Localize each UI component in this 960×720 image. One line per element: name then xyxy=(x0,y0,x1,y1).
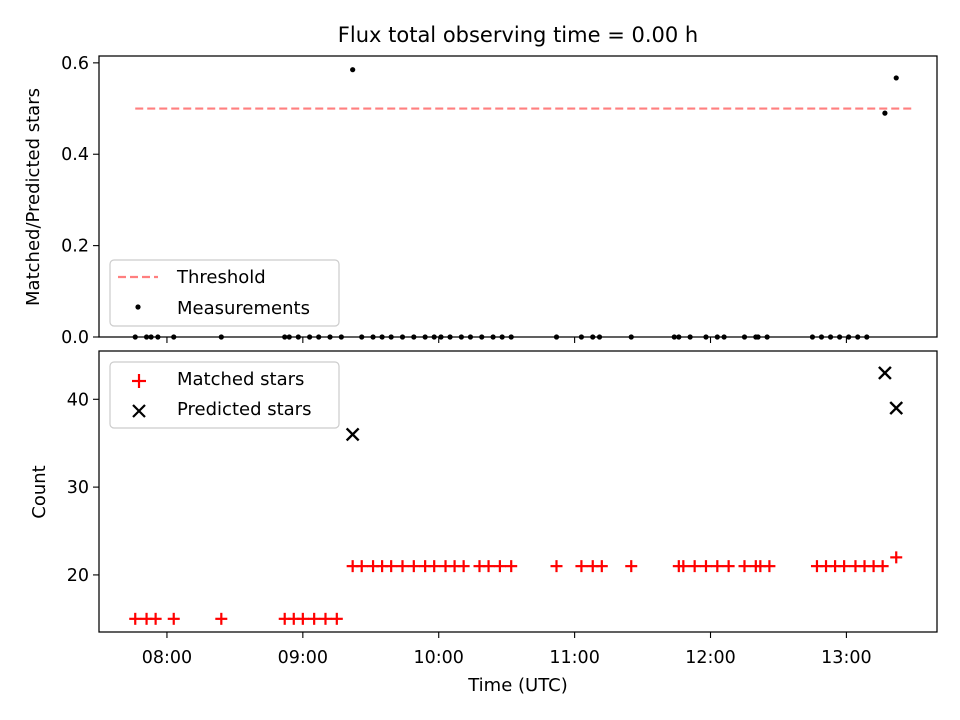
y-tick-label: 0.2 xyxy=(61,237,89,257)
x-tick-label: 11:00 xyxy=(549,648,599,668)
count-plot-frame xyxy=(98,350,938,633)
matched-stars-point xyxy=(595,560,608,573)
matched-legend-swatch xyxy=(132,374,146,388)
matched-stars-point xyxy=(330,612,343,625)
x-tick-label: 13:00 xyxy=(821,648,871,668)
y-tick-label: 0.0 xyxy=(61,328,89,348)
matched-stars-point xyxy=(738,560,751,573)
y-tick-label: 30 xyxy=(67,478,89,498)
matched-stars-point xyxy=(763,560,776,573)
matched-stars-point xyxy=(296,612,309,625)
x-axis-label: Time (UTC) xyxy=(467,675,568,696)
count-panel: 20 30 40 08:00 09:00 10:00 11:00 12:00 13:00 Co… xyxy=(29,350,938,696)
matched-stars-point xyxy=(677,560,690,573)
matched-stars-point xyxy=(428,560,441,573)
matched-stars-point xyxy=(699,560,712,573)
matched-stars-point xyxy=(215,612,228,625)
count-y-axis-label: Count xyxy=(29,465,50,518)
y-tick-label: 20 xyxy=(67,566,89,586)
measurements-point xyxy=(893,75,899,81)
ratio-y-axis-label: Matched/Predicted stars xyxy=(23,88,44,306)
x-tick-label: 12:00 xyxy=(685,648,735,668)
y-tick-label: 0.6 xyxy=(61,54,89,74)
ratio-y-axis: 0.0 0.2 0.4 0.6 xyxy=(61,54,99,348)
count-x-axis: 08:00 09:00 10:00 11:00 12:00 13:00 xyxy=(142,632,872,668)
matched-stars-point xyxy=(355,560,368,573)
count-legend: Matched stars Predicted stars xyxy=(109,361,340,429)
matched-stars-point xyxy=(385,560,398,573)
measurements-point xyxy=(882,110,888,116)
matched-stars-point xyxy=(129,612,142,625)
matched-stars-point xyxy=(711,560,724,573)
x-tick-label: 09:00 xyxy=(278,648,328,668)
matched-stars-point xyxy=(688,560,701,573)
count-legend-box xyxy=(109,361,340,429)
y-tick-label: 40 xyxy=(67,390,89,410)
matched-stars-point xyxy=(876,560,889,573)
matched-stars-point xyxy=(407,560,420,573)
ratio-legend-box xyxy=(109,259,340,327)
ratio-x-ticks xyxy=(166,337,847,343)
matched-stars-point xyxy=(550,560,563,573)
x-tick-label: 08:00 xyxy=(142,648,192,668)
y-tick-label: 0.4 xyxy=(61,145,89,165)
measurements-point xyxy=(350,67,356,73)
matched-stars-point xyxy=(575,560,588,573)
matched-stars-point xyxy=(625,560,638,573)
matched-stars-point xyxy=(308,612,321,625)
ratio-panel: 0.0 0.2 0.4 0.6 Matched/Predicted stars Thr… xyxy=(23,54,938,348)
count-y-axis: 20 30 40 xyxy=(67,390,99,586)
measurements-legend-swatch xyxy=(135,304,141,310)
matched-stars-point xyxy=(482,560,495,573)
chart-title: Flux total observing time = 0.00 h xyxy=(338,23,698,47)
threshold-legend-label: Threshold xyxy=(176,267,266,288)
predicted-stars-point xyxy=(345,427,360,442)
predicted-legend-swatch xyxy=(132,404,146,418)
matched-stars-point xyxy=(722,560,735,573)
matched-stars-point xyxy=(493,560,506,573)
predicted-stars-point xyxy=(878,366,892,380)
ratio-plot-frame xyxy=(98,55,938,338)
count-marks xyxy=(129,366,904,625)
matched-stars-point xyxy=(838,560,851,573)
predicted-legend-label: Predicted stars xyxy=(177,399,311,420)
matched-stars-point xyxy=(505,560,518,573)
measurements-legend-label: Measurements xyxy=(177,298,310,319)
matched-stars-point xyxy=(890,551,903,564)
matched-stars-point xyxy=(457,560,470,573)
x-tick-label: 10:00 xyxy=(414,648,464,668)
ratio-legend: Threshold Measurements xyxy=(109,259,340,327)
matched-stars-point xyxy=(167,612,180,625)
predicted-stars-point xyxy=(889,401,904,415)
matched-stars-point xyxy=(319,612,332,625)
matched-legend-label: Matched stars xyxy=(177,369,304,390)
matched-stars-point xyxy=(149,612,162,625)
matched-stars-point xyxy=(396,560,409,573)
